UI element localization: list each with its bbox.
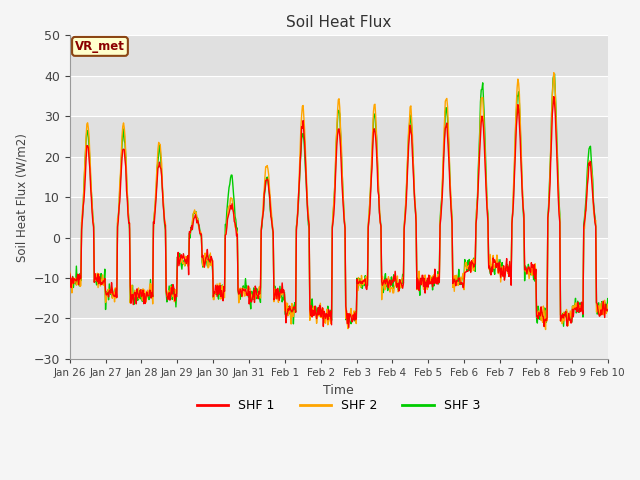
- Line: SHF 3: SHF 3: [70, 74, 608, 326]
- SHF 2: [420, 287, 428, 292]
- SHF 3: [66, 275, 74, 281]
- Bar: [70, 197, 608, 238]
- Bar: [70, 156, 608, 197]
- SHF 2: [214, 289, 221, 295]
- Bar: [70, 319, 608, 359]
- Legend: SHF 1, SHF 2, SHF 3: SHF 1, SHF 2, SHF 3: [192, 395, 485, 418]
- SHF 1: [76, 272, 83, 278]
- SHF 3: [420, 276, 428, 282]
- SHF 1: [420, 276, 428, 282]
- Bar: [70, 76, 608, 116]
- SHF 1: [186, 229, 193, 235]
- SHF 3: [76, 283, 83, 289]
- SHF 3: [604, 296, 612, 301]
- Title: Soil Heat Flux: Soil Heat Flux: [286, 15, 391, 30]
- SHF 2: [186, 232, 193, 238]
- SHF 3: [131, 290, 139, 296]
- SHF 2: [76, 275, 83, 280]
- SHF 2: [550, 70, 557, 75]
- SHF 3: [550, 71, 558, 77]
- Line: SHF 2: SHF 2: [70, 72, 608, 330]
- Line: SHF 1: SHF 1: [70, 96, 608, 327]
- SHF 2: [66, 269, 74, 275]
- SHF 1: [131, 289, 139, 295]
- SHF 3: [186, 230, 193, 236]
- SHF 1: [604, 307, 612, 312]
- SHF 3: [560, 324, 568, 329]
- SHF 1: [550, 94, 557, 99]
- Y-axis label: Soil Heat Flux (W/m2): Soil Heat Flux (W/m2): [15, 132, 28, 262]
- Bar: [70, 36, 608, 76]
- Bar: [70, 116, 608, 156]
- Bar: [70, 238, 608, 278]
- Text: VR_met: VR_met: [75, 40, 125, 53]
- SHF 1: [345, 324, 353, 330]
- SHF 1: [404, 143, 412, 149]
- SHF 2: [404, 147, 412, 153]
- SHF 3: [214, 293, 221, 299]
- X-axis label: Time: Time: [323, 384, 354, 396]
- SHF 1: [66, 271, 74, 276]
- Bar: [70, 278, 608, 319]
- SHF 3: [404, 152, 412, 158]
- SHF 2: [131, 288, 139, 293]
- SHF 2: [604, 301, 612, 307]
- SHF 1: [214, 283, 221, 288]
- SHF 2: [541, 327, 549, 333]
